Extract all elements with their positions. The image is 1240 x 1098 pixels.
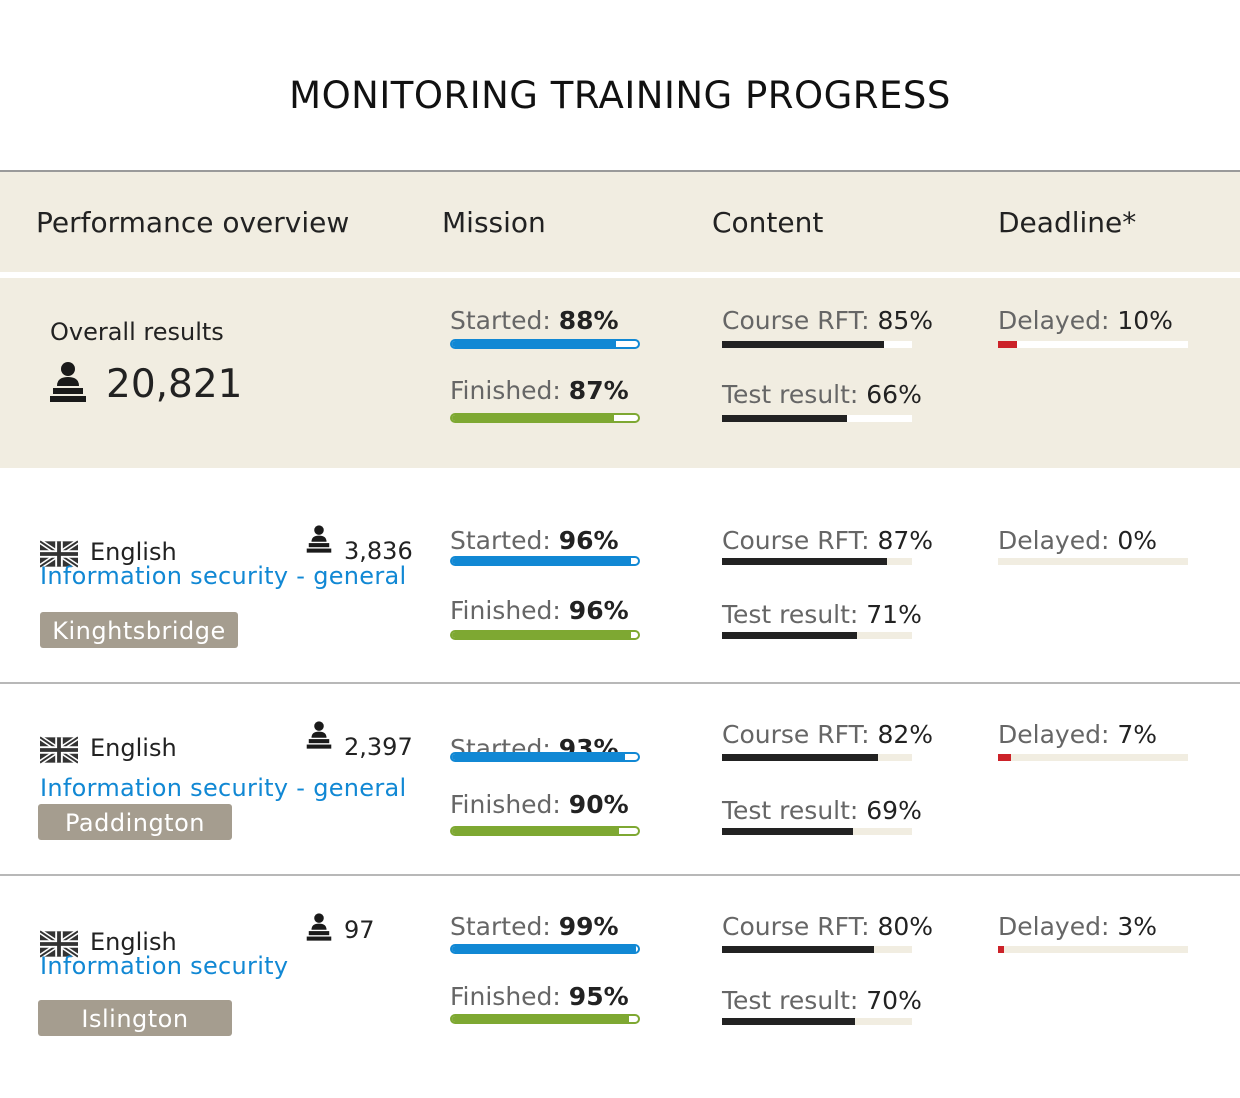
table-header: Performance overview Mission Content Dea… — [0, 170, 1240, 272]
finished-metric: Finished: 96% — [450, 596, 629, 625]
course-rft-bar — [722, 946, 912, 953]
overall-results-row: Overall results 20,821 Started: 88% Fini… — [0, 278, 1240, 468]
location-tag[interactable]: Islington — [38, 1000, 232, 1036]
overall-count: 20,821 — [106, 362, 243, 407]
language-label: English — [90, 734, 177, 762]
overall-finished-bar — [450, 413, 640, 423]
table-row: English 2,397 Information security - gen… — [0, 684, 1240, 884]
started-bar — [450, 556, 640, 566]
overall-test-bar — [722, 415, 912, 422]
test-result-bar — [722, 1018, 912, 1025]
finished-bar — [450, 826, 640, 836]
delayed-bar — [998, 946, 1188, 953]
test-result-metric: Test result: 71% — [722, 600, 922, 629]
overall-test-metric: Test result: 66% — [722, 380, 922, 409]
location-tag[interactable]: Kinghtsbridge — [40, 612, 238, 648]
started-bar — [450, 752, 640, 762]
overall-started-bar — [450, 339, 640, 349]
overall-label: Overall results — [50, 318, 224, 346]
person-icon — [306, 913, 332, 941]
person-icon — [50, 362, 86, 402]
course-link[interactable]: Information security - general — [40, 774, 407, 802]
overall-rft-metric: Course RFT: 85% — [722, 306, 934, 335]
overall-finished-metric: Finished: 87% — [450, 376, 629, 405]
table-row: English 97 Information security Islingto… — [0, 876, 1240, 1076]
overall-started-metric: Started: 88% — [450, 306, 619, 335]
row-separator — [0, 682, 1240, 684]
row-separator — [0, 874, 1240, 876]
uk-flag-icon — [40, 540, 78, 568]
course-rft-bar — [722, 754, 912, 761]
started-metric: Started: 96% — [450, 526, 619, 555]
test-result-metric: Test result: 70% — [722, 986, 922, 1015]
course-rft-metric: Course RFT: 87% — [722, 526, 934, 555]
uk-flag-icon — [40, 736, 78, 764]
test-result-bar — [722, 828, 912, 835]
test-result-bar — [722, 632, 912, 639]
course-rft-bar — [722, 558, 912, 565]
learner-count: 2,397 — [344, 733, 413, 761]
delayed-metric: Delayed: 0% — [998, 526, 1157, 555]
delayed-metric: Delayed: 7% — [998, 720, 1157, 749]
overall-rft-bar — [722, 341, 912, 348]
course-link[interactable]: Information security — [40, 952, 289, 980]
header-content: Content — [712, 206, 824, 239]
header-performance-overview: Performance overview — [36, 206, 350, 239]
course-rft-metric: Course RFT: 80% — [722, 912, 934, 941]
course-rft-metric: Course RFT: 82% — [722, 720, 934, 749]
course-link[interactable]: Information security - general — [40, 562, 407, 590]
finished-bar — [450, 630, 640, 640]
uk-flag-icon — [40, 930, 78, 958]
delayed-bar — [998, 558, 1188, 565]
started-bar — [450, 944, 640, 954]
finished-metric: Finished: 90% — [450, 790, 629, 819]
started-metric: Started: 99% — [450, 912, 619, 941]
person-icon — [306, 525, 332, 553]
delayed-metric: Delayed: 3% — [998, 912, 1157, 941]
learner-count: 97 — [344, 916, 375, 944]
page-title: MONITORING TRAINING PROGRESS — [289, 74, 951, 117]
person-icon — [306, 721, 332, 749]
learner-count: 3,836 — [344, 537, 413, 565]
finished-metric: Finished: 95% — [450, 982, 629, 1011]
language-label: English — [90, 928, 177, 956]
delayed-bar — [998, 754, 1188, 761]
header-mission: Mission — [442, 206, 546, 239]
header-deadline: Deadline* — [998, 206, 1137, 239]
overall-delayed-metric: Delayed: 10% — [998, 306, 1173, 335]
location-tag[interactable]: Paddington — [38, 804, 232, 840]
table-row: English 3,836 Information security - gen… — [0, 468, 1240, 668]
language-label: English — [90, 538, 177, 566]
test-result-metric: Test result: 69% — [722, 796, 922, 825]
finished-bar — [450, 1014, 640, 1024]
overall-delayed-bar — [998, 341, 1188, 348]
